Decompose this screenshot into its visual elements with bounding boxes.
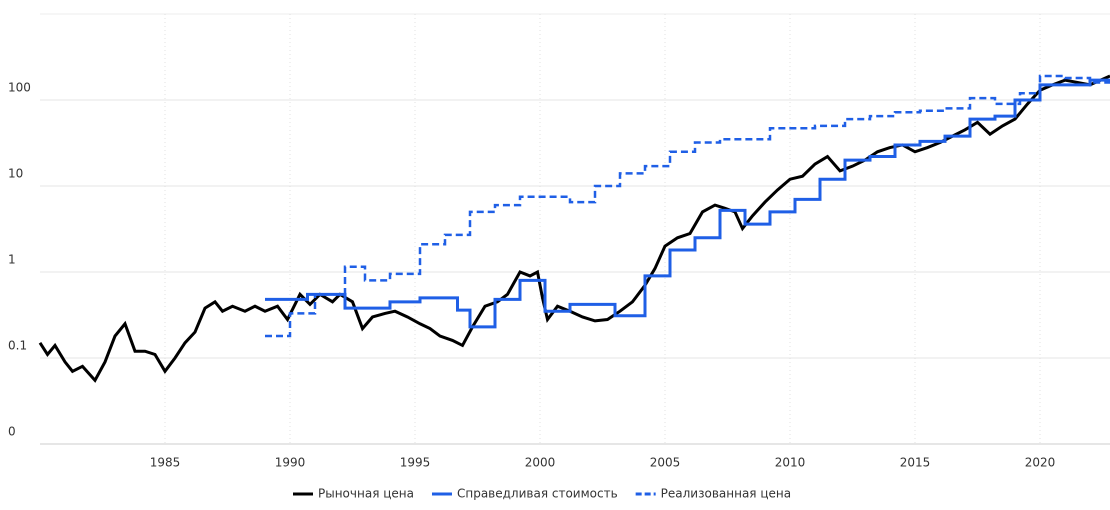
legend-item: Справедливая стоимость xyxy=(431,487,618,501)
y-tick-label: 0 xyxy=(8,425,16,439)
legend-item: Реализованная цена xyxy=(635,487,791,501)
series-line xyxy=(265,78,1110,329)
legend-label: Реализованная цена xyxy=(661,487,791,501)
x-tick-label: 2020 xyxy=(1025,456,1056,470)
x-tick-label: 1985 xyxy=(150,456,181,470)
legend-label: Справедливая стоимость xyxy=(457,487,618,501)
legend-item: Рыночная цена xyxy=(293,487,414,501)
x-tick-label: 2010 xyxy=(775,456,806,470)
x-tick-label: 2000 xyxy=(525,456,556,470)
series-line xyxy=(38,74,1110,383)
x-tick-label: 2005 xyxy=(650,456,681,470)
series-line xyxy=(265,74,1110,338)
y-tick-label: 10 xyxy=(8,167,23,181)
legend-label: Рыночная цена xyxy=(318,487,414,501)
x-tick-label: 1995 xyxy=(400,456,431,470)
y-tick-label: 100 xyxy=(8,81,31,95)
x-tick-label: 2015 xyxy=(900,456,931,470)
y-tick-label: 0.1 xyxy=(8,339,27,353)
y-tick-label: 1 xyxy=(8,253,16,267)
x-tick-label: 1990 xyxy=(275,456,306,470)
